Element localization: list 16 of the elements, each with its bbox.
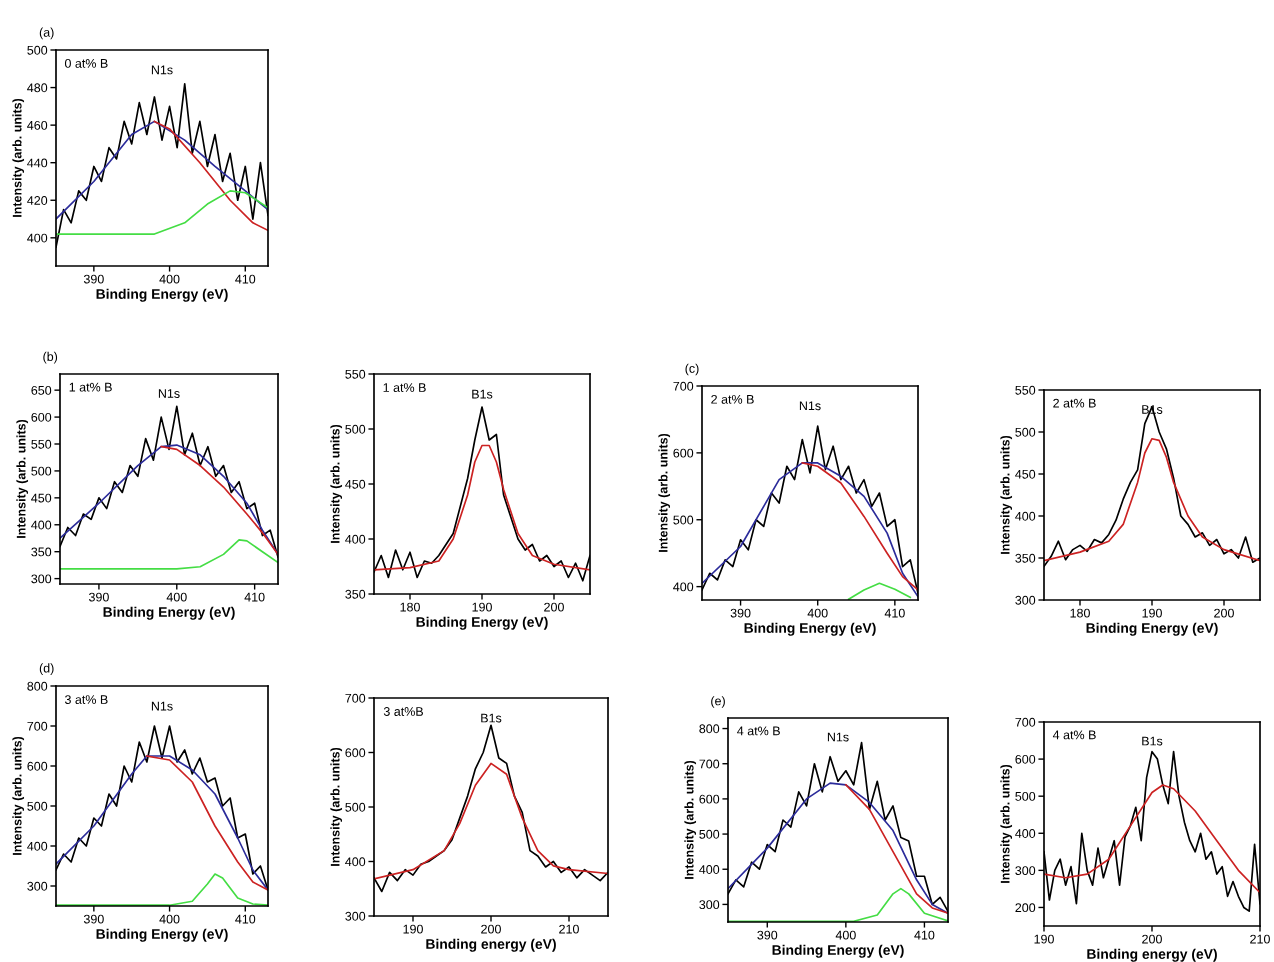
line-series — [1044, 784, 1260, 894]
line-series — [1044, 437, 1260, 562]
line-series — [845, 783, 948, 915]
line-series — [847, 582, 912, 600]
line-series — [801, 462, 918, 591]
line-series — [56, 190, 268, 235]
line-series — [56, 755, 268, 891]
line-series — [374, 444, 590, 571]
line-series — [160, 445, 278, 556]
line-series — [374, 762, 608, 880]
line-series — [146, 755, 268, 891]
line-series — [56, 120, 268, 220]
line-series — [60, 444, 278, 556]
line-series — [60, 539, 278, 570]
line-series — [153, 120, 268, 232]
line-series — [728, 782, 948, 915]
